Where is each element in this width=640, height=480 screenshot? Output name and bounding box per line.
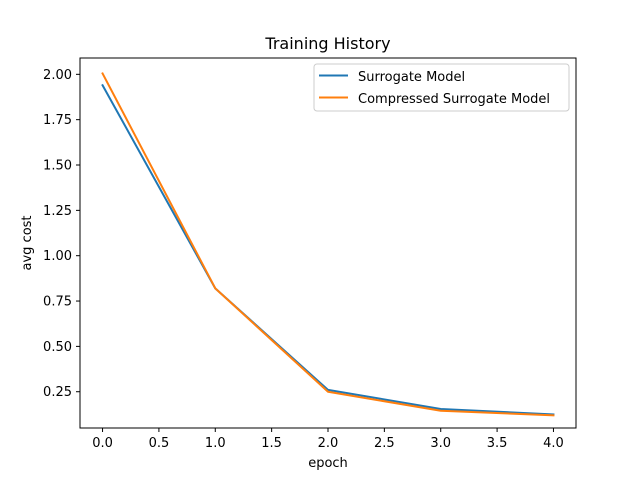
x-axis-label: epoch — [308, 456, 348, 471]
y-tick-label: 0.25 — [43, 385, 72, 400]
series-line-compressed-surrogate-model — [101, 72, 555, 417]
series-lines — [101, 72, 555, 417]
x-tick-label: 3.5 — [487, 436, 508, 451]
x-tick-label: 2.0 — [318, 436, 339, 451]
x-tick-label: 2.5 — [374, 436, 395, 451]
y-axis-label: avg cost — [20, 215, 35, 270]
x-tick-label: 0.0 — [92, 436, 113, 451]
x-tick-label: 3.0 — [430, 436, 451, 451]
x-tick-label: 1.5 — [261, 436, 282, 451]
x-tick-label: 1.0 — [205, 436, 226, 451]
y-tick-label: 2.00 — [43, 68, 72, 83]
y-tick-label: 1.00 — [43, 249, 72, 264]
y-tick-label: 0.50 — [43, 340, 72, 355]
y-tick-label: 1.25 — [43, 204, 72, 219]
series-line-surrogate-model — [101, 83, 555, 416]
legend-label-compressed-surrogate-model: Compressed Surrogate Model — [358, 92, 550, 107]
legend: Surrogate Model Compressed Surrogate Mod… — [313, 63, 570, 112]
y-tick-label: 1.75 — [43, 113, 72, 128]
chart-title: Training History — [264, 34, 390, 53]
x-tick-label: 0.5 — [149, 436, 170, 451]
legend-label-surrogate-model: Surrogate Model — [358, 70, 465, 85]
y-tick-label: 1.50 — [43, 159, 72, 174]
y-axis: 0.25 0.50 0.75 1.00 1.25 1.50 1.75 2.00 — [43, 68, 80, 400]
y-tick-label: 0.75 — [43, 295, 72, 310]
legend-box — [313, 63, 570, 112]
x-tick-label: 4.0 — [543, 436, 564, 451]
x-axis: 0.0 0.5 1.0 1.5 2.0 2.5 3.0 3.5 4.0 — [92, 428, 564, 451]
